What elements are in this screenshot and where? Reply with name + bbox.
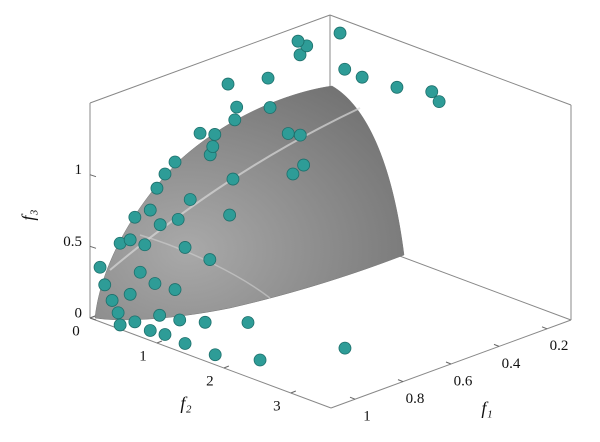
point (198, 315, 212, 329)
z-tick-label: 1 (75, 162, 83, 178)
y-tick-label: 1 (139, 348, 147, 364)
point (281, 127, 295, 140)
x-tick (493, 343, 500, 347)
point (230, 100, 244, 114)
point (263, 101, 277, 114)
point (293, 128, 307, 142)
x-tick (349, 396, 356, 400)
point (338, 341, 352, 355)
point (128, 210, 142, 224)
point (171, 212, 185, 226)
point (143, 324, 157, 337)
point (286, 167, 300, 181)
point (208, 128, 222, 141)
x-tick-label: 0.6 (454, 373, 473, 389)
point (333, 26, 347, 40)
point (98, 278, 112, 292)
point (253, 353, 267, 367)
point (150, 181, 164, 195)
point (390, 80, 404, 94)
y-tick-label: 2 (206, 373, 214, 389)
z-tick-label: 0.5 (63, 234, 82, 250)
point (105, 294, 119, 307)
point (291, 34, 305, 48)
point (93, 260, 107, 274)
point (178, 337, 192, 350)
point (223, 208, 237, 222)
point (425, 85, 439, 99)
x-tick (445, 361, 452, 365)
point (208, 348, 222, 362)
x-tick (541, 326, 548, 330)
point (183, 193, 197, 206)
point (111, 306, 125, 320)
x-tick-label: 0.8 (406, 391, 425, 407)
x-axis-label: f₁ (481, 398, 492, 418)
point (293, 48, 307, 62)
point (432, 95, 446, 109)
z-tick (89, 174, 97, 178)
y-tick (223, 365, 230, 369)
z-axis-label: f₃ (18, 209, 38, 220)
point (158, 167, 172, 181)
y-tick (290, 390, 297, 394)
box-edge (89, 317, 332, 409)
point (221, 77, 235, 91)
point (153, 218, 167, 232)
x-tick-label: 0.2 (550, 338, 569, 354)
y-tick (156, 340, 163, 344)
y-axis-label: f₂ (180, 393, 191, 413)
pareto-surface (94, 85, 405, 321)
point (168, 155, 182, 169)
point (228, 113, 242, 127)
point (148, 277, 162, 290)
z-tick-label: 0 (75, 305, 83, 321)
point (355, 70, 369, 84)
point (168, 283, 182, 296)
point (261, 71, 275, 85)
point (226, 172, 240, 186)
x-tick-label: 0.4 (502, 356, 521, 372)
point (297, 158, 311, 172)
point (123, 287, 137, 301)
y-tick-label: 0 (72, 323, 80, 339)
point (143, 203, 157, 217)
point (123, 233, 137, 247)
point (338, 62, 352, 76)
surface-highlight (109, 107, 361, 271)
y-tick-label: 3 (273, 398, 281, 414)
point (153, 308, 167, 322)
point (173, 313, 187, 327)
point (128, 315, 142, 329)
point (158, 328, 172, 341)
y-tick (89, 315, 96, 319)
point (206, 140, 220, 154)
box-edge (89, 14, 331, 104)
point (193, 126, 207, 140)
z-tick (89, 245, 97, 249)
point (203, 253, 217, 266)
box-edge (329, 14, 572, 106)
x-tick-label: 1 (363, 409, 371, 425)
z-tick (89, 317, 97, 321)
point (113, 318, 127, 332)
point (241, 316, 255, 329)
x-tick (397, 379, 404, 383)
point (178, 241, 192, 254)
point (133, 265, 147, 279)
point (138, 238, 152, 252)
